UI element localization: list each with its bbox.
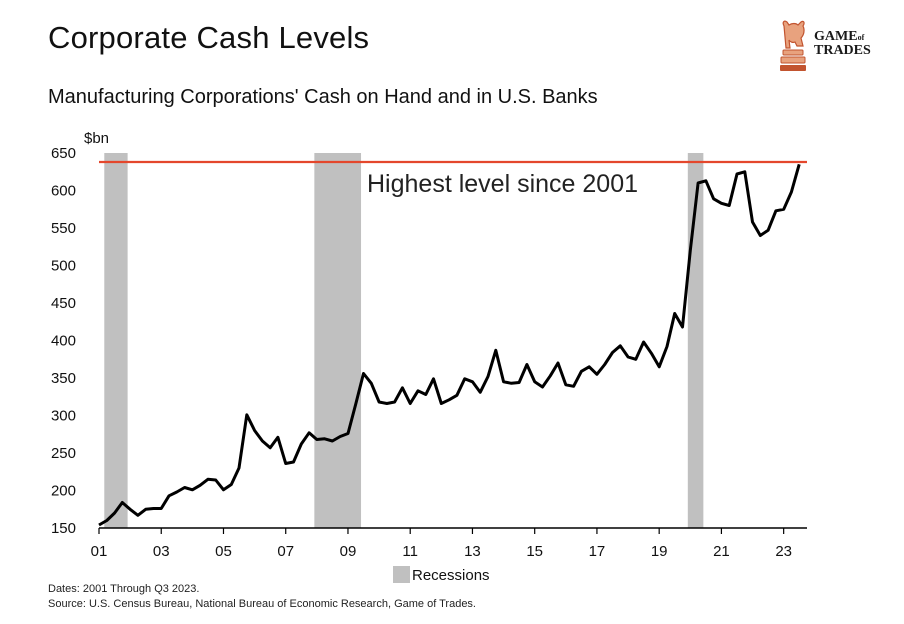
y-tick-label: 550 — [51, 220, 76, 237]
x-tick-label: 19 — [651, 543, 668, 560]
recession-band — [314, 153, 362, 528]
x-tick-label: 03 — [153, 543, 170, 560]
x-tick-label: 15 — [526, 543, 543, 560]
brand-logo: GAMEof TRADES — [778, 18, 888, 74]
y-tick-label: 300 — [51, 408, 76, 425]
y-tick-label: 500 — [51, 258, 76, 275]
x-tick-label: 17 — [589, 543, 606, 560]
y-tick-label: 150 — [51, 520, 76, 537]
y-tick-label: 350 — [51, 370, 76, 387]
y-tick-label: 450 — [51, 295, 76, 312]
x-tick-label: 23 — [775, 543, 792, 560]
cash-series-line — [98, 163, 801, 527]
x-tick-label: 11 — [402, 543, 418, 560]
x-axis-ticks: 01 03 05 07 09 11 13 15 17 19 21 23 — [91, 528, 792, 560]
x-tick-label: 09 — [340, 543, 357, 560]
y-axis-ticks: 150 200 250 300 350 400 450 500 550 600 650 — [51, 145, 76, 537]
x-tick-label: 01 — [91, 543, 108, 560]
y-tick-label: 200 — [51, 483, 76, 500]
logo-word-game: GAME — [814, 29, 858, 44]
highest-level-annotation: Highest level since 2001 — [367, 170, 638, 198]
legend-recession-swatch — [393, 566, 410, 583]
y-axis-unit-label: $bn — [84, 130, 109, 147]
x-tick-label: 13 — [464, 543, 481, 560]
recession-band — [104, 153, 128, 528]
y-tick-label: 600 — [51, 183, 76, 200]
x-tick-label: 05 — [215, 543, 232, 560]
x-tick-label: 07 — [277, 543, 294, 560]
recession-bands — [104, 153, 704, 528]
page-subtitle: Manufacturing Corporations' Cash on Hand… — [48, 86, 598, 108]
y-tick-label: 250 — [51, 445, 76, 462]
legend-recession-label: Recessions — [412, 567, 490, 584]
page-title: Corporate Cash Levels — [48, 20, 370, 55]
bull-chess-knight-icon — [780, 20, 806, 71]
x-tick-label: 21 — [713, 543, 730, 560]
logo-word-trades: TRADES — [814, 43, 871, 58]
logo-word-of: of — [857, 33, 865, 42]
y-tick-label: 400 — [51, 333, 76, 350]
footer-source: Source: U.S. Census Bureau, National Bur… — [48, 598, 476, 610]
logo-wordmark: GAMEof TRADES — [814, 29, 871, 58]
y-tick-label: 650 — [51, 145, 76, 162]
footer-dates: Dates: 2001 Through Q3 2023. — [48, 583, 200, 595]
